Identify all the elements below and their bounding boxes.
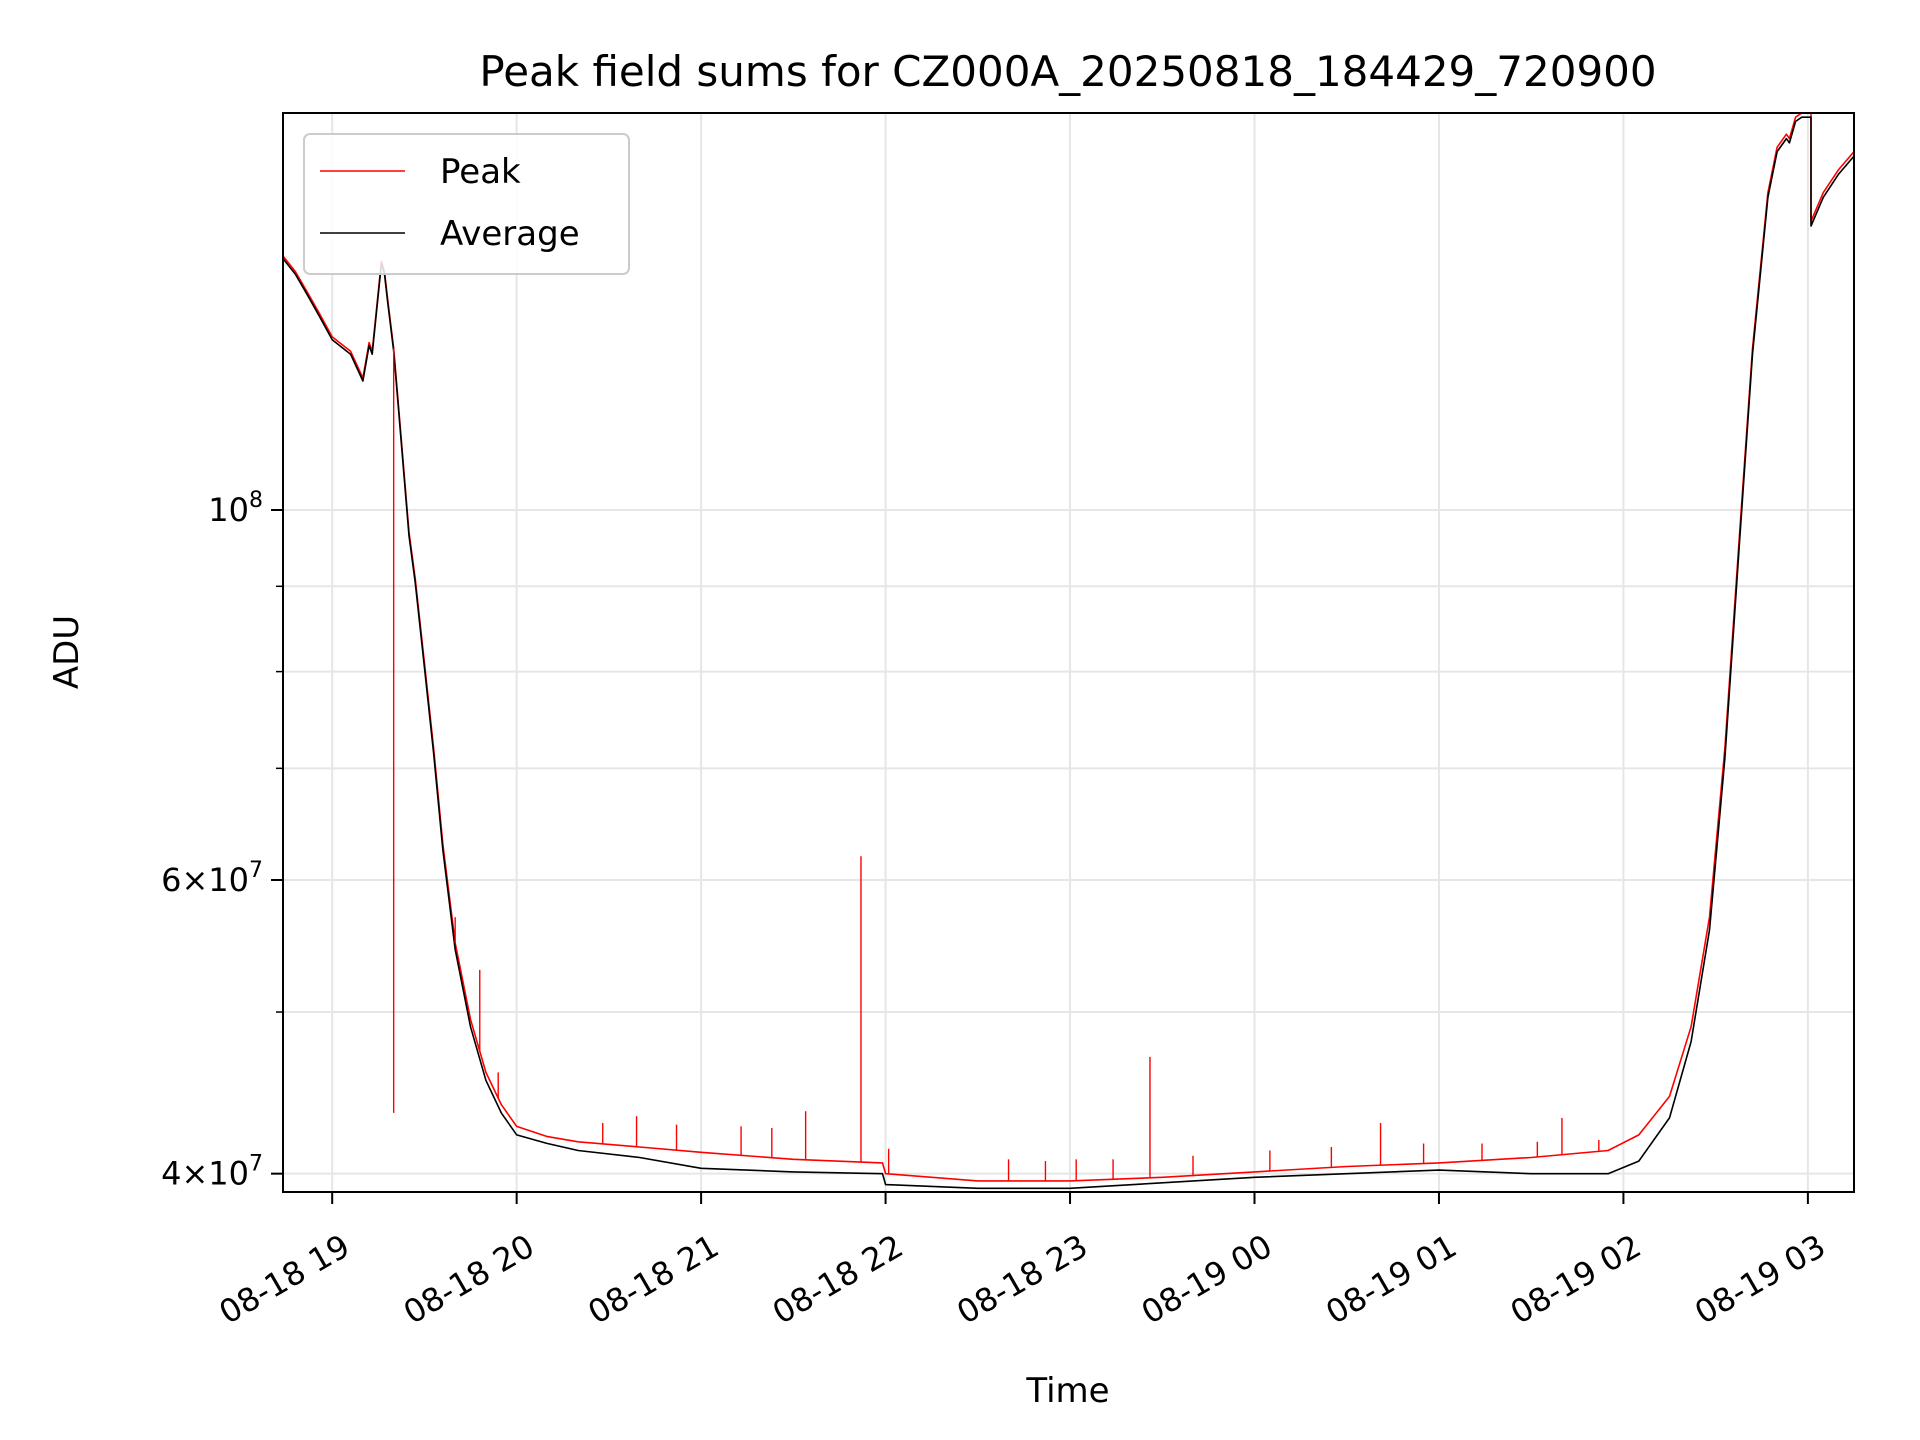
chart-title: Peak field sums for CZ000A_20250818_1844… <box>479 47 1656 96</box>
legend-label-peak: Peak <box>440 152 521 192</box>
y-tick-label: 6×107 <box>161 858 263 899</box>
legend: Peak Average <box>303 133 630 275</box>
y-tick-exponent: 7 <box>249 858 263 883</box>
plot-frame <box>282 112 1855 1193</box>
grid <box>283 113 1854 1192</box>
y-tick-exponent: 7 <box>249 1152 263 1177</box>
y-tick-label: 4×107 <box>161 1152 263 1193</box>
y-tick-exponent: 8 <box>249 488 263 513</box>
legend-box <box>303 133 630 275</box>
legend-label-average: Average <box>440 214 580 254</box>
y-axis-label: ADU <box>47 615 87 689</box>
x-axis-label: Time <box>1025 1371 1109 1411</box>
